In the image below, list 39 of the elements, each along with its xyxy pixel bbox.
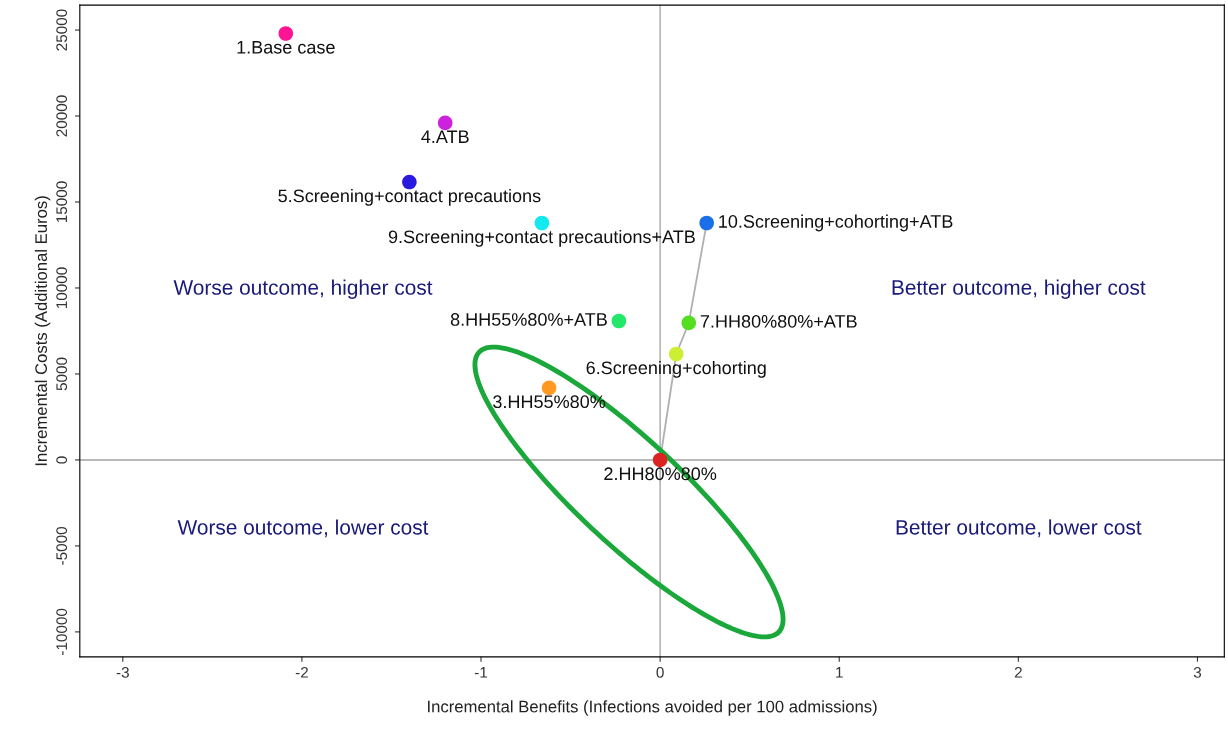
y-tick-label: 25000 [56, 9, 68, 51]
x-axis-title: Incremental Benefits (Infections avoided per 100 admissions) [428, 700, 877, 716]
y-tick-label: 0 [56, 456, 68, 464]
series-label: 5.Screening+contact precautions [278, 188, 541, 206]
series-label: 8.HH55%80%+ATB [450, 313, 607, 326]
point [611, 313, 627, 329]
x-tick-label: 3 [1193, 666, 1202, 678]
series-label: 7.HH80%80%+ATB [700, 314, 857, 328]
series-label: 6.Screening+cohorting [586, 360, 766, 378]
annotation: Worse outcome, lower cost [177, 519, 429, 538]
x-tick-label: -2 [295, 666, 308, 678]
point [541, 380, 557, 396]
point [437, 115, 453, 131]
y-axis-title: Incremental Costs (Additional Euros) [34, 196, 51, 466]
point [402, 174, 417, 190]
x-tick-label: -1 [474, 667, 488, 678]
point [534, 215, 550, 231]
y-tick-label: 20000 [56, 95, 68, 137]
annotation: Better outcome, lower cost [896, 519, 1142, 538]
y-tick-label: -10000 [56, 608, 68, 655]
x-tick-label: 0 [656, 666, 664, 678]
series-label: 10.Screening+cohorting+ATB [719, 214, 953, 232]
y-tick-label: 15000 [56, 181, 68, 223]
point [681, 315, 697, 331]
x-tick-label: -3 [116, 666, 129, 678]
annotation: Worse outcome, higher cost [173, 279, 433, 299]
x-tick-label: 2 [1014, 666, 1022, 678]
point [668, 346, 684, 362]
x-tick-label: 1 [836, 667, 843, 678]
point [278, 26, 294, 41]
y-tick-label: -5000 [56, 526, 68, 565]
series-label: 9.Screening+contact precautions+ATB [388, 229, 695, 247]
annotation: Better outcome, higher cost [892, 279, 1146, 299]
y-tick-label: 10000 [56, 267, 68, 309]
point [652, 452, 668, 468]
point [699, 215, 714, 231]
y-tick-label: 5000 [56, 357, 68, 391]
series-label: 4.ATB [421, 130, 469, 143]
series-label: 1.Base case [237, 41, 335, 54]
